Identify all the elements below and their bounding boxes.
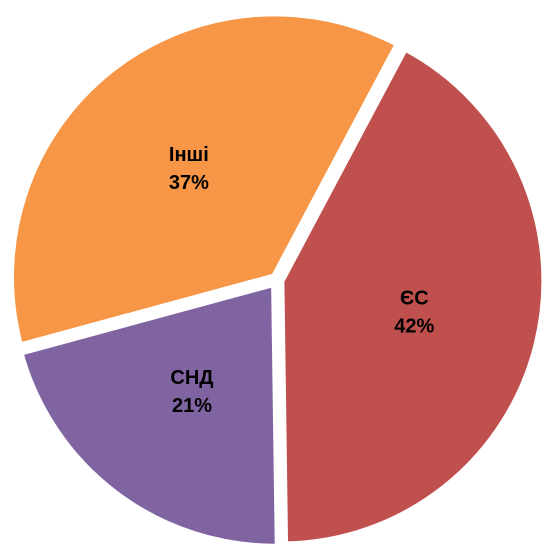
slice-label: СНД	[170, 367, 213, 389]
slice-label: ЄС	[400, 288, 429, 310]
slice-value-label: 37%	[169, 172, 209, 194]
pie-slice	[277, 43, 548, 549]
slice-value-label: 42%	[394, 316, 434, 338]
pie-slice	[15, 278, 282, 549]
slice-value-label: 21%	[172, 395, 212, 417]
slice-label: Інші	[169, 144, 209, 166]
pie-slice	[7, 9, 404, 351]
